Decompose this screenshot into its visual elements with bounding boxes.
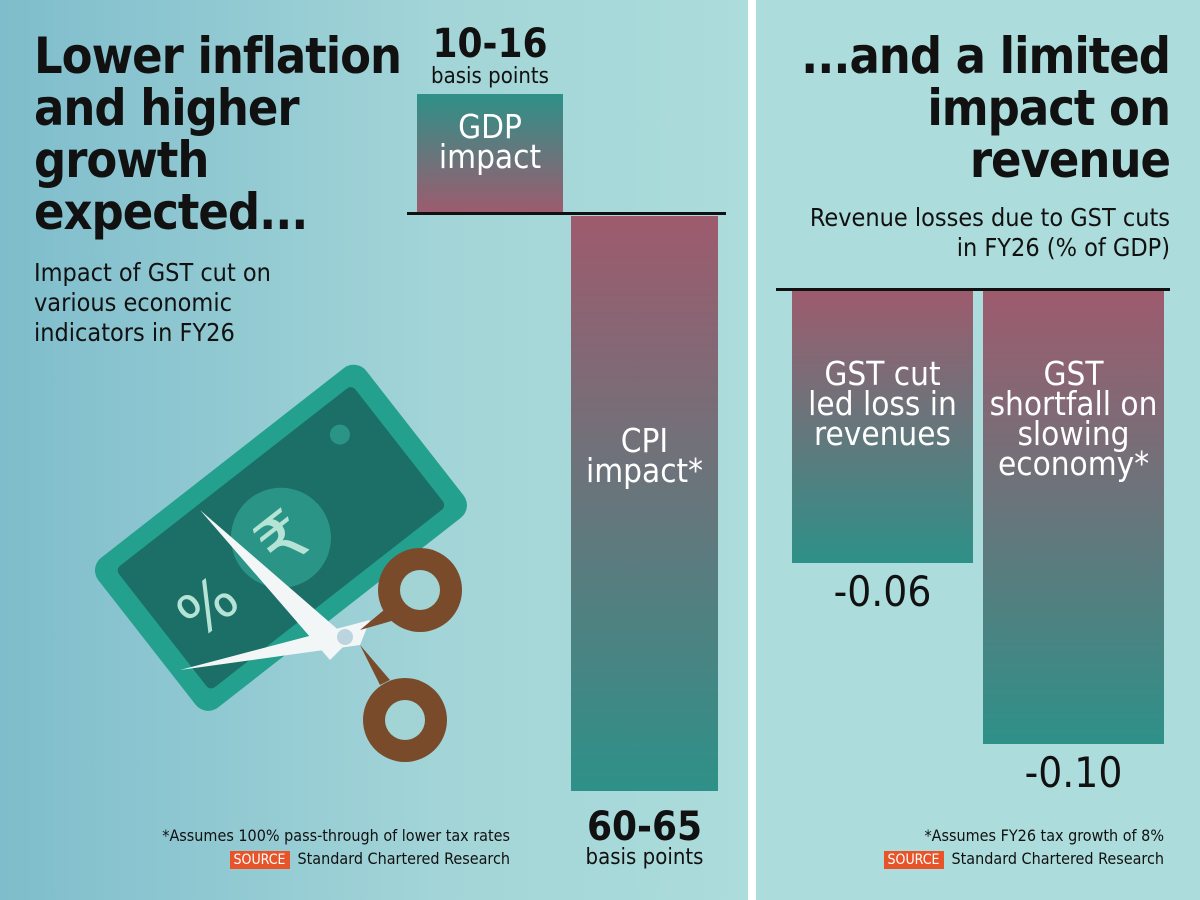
scissors-icon [180, 510, 462, 762]
right-baseline [776, 288, 1170, 291]
source-text: Standard Chartered Research [297, 849, 511, 868]
value-label: -0.10 [1024, 748, 1123, 797]
gst-shortfall-bar: GST shortfall on slowing economy* [983, 291, 1164, 744]
banknote-icon: ₹ % [94, 364, 467, 711]
gdp-unit-label: basis points [431, 64, 549, 89]
bar-label: GST cut led loss in revenues [808, 354, 957, 453]
source-text: Standard Chartered Research [951, 849, 1165, 868]
gdp-bar-label: GDP impact [438, 107, 542, 177]
cpi-unit-label: basis points [585, 845, 704, 870]
cpi-bar-label: CPI impact* [585, 421, 703, 490]
value-label: -0.06 [833, 566, 932, 616]
left-subtitle: Impact of GST cut on various economic in… [34, 258, 271, 347]
source-tag: SOURCE [229, 851, 290, 869]
right-subtitle: Revenue losses due to GST cuts in FY26 (… [809, 203, 1170, 262]
source-tag: SOURCE [883, 851, 944, 869]
left-baseline [407, 212, 726, 215]
left-footnote: *Assumes 100% pass-through of lower tax … [162, 826, 510, 845]
gst-cut-loss-bar: GST cut led loss in revenues [792, 291, 973, 563]
gdp-value-label: 10-16 [432, 21, 548, 67]
right-footnote: *Assumes FY26 tax growth of 8% [924, 826, 1164, 845]
left-title: Lower inflation and higher growth expect… [34, 27, 402, 241]
left-panel: Lower inflation and higher growth expect… [0, 0, 748, 900]
gdp-impact-bar: GDP impact [417, 94, 563, 214]
right-title: ...and a limited impact on revenue [801, 27, 1171, 189]
cpi-impact-bar: CPI impact* [571, 216, 718, 791]
money-scissors-illustration: ₹ % [94, 364, 467, 762]
right-panel: ...and a limited impact on revenue Reven… [756, 0, 1200, 900]
bar-label: GST shortfall on slowing economy* [989, 354, 1158, 483]
cpi-value-label: 60-65 [586, 804, 703, 850]
